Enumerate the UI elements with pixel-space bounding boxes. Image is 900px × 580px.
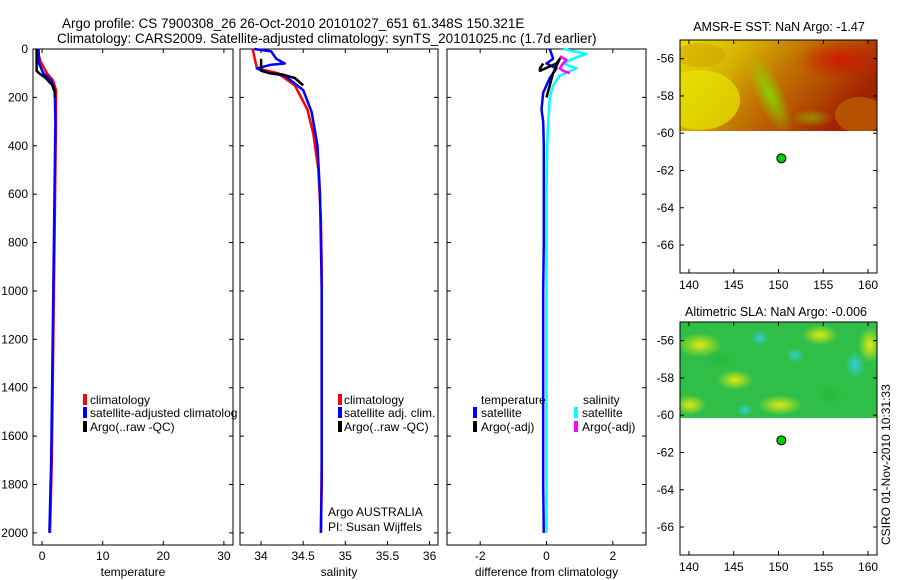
legend-swatch-satellite-adj [338,407,342,418]
x-tick-label: 0 [39,549,46,563]
series-line-argo-raw-qc [35,49,57,98]
x-tick-label: 30 [217,549,231,563]
x-axis-label: difference from climatology [475,565,618,579]
y-tick-label: -56 [657,52,675,66]
series-line-satellite-adjusted-climatology [37,48,57,533]
x-axis-label: temperature [101,565,166,579]
legend-label-climatology: climatology [90,393,150,407]
sst-map: AMSR-E SST: NaN Argo: -1.47 -56 -58 -60 -62… [657,20,879,292]
legend-swatch-sal-satellite [574,407,578,418]
x-tick-label: 0 [543,549,550,563]
x-tick-label: 155 [813,560,833,574]
x-tick-label: 35.5 [376,549,400,563]
difference-profile-chart: -2 0 2 difference from climatology [446,47,647,579]
y-tick-label: -62 [657,163,675,177]
legend-swatch-temp-argo [473,421,477,432]
sst-heatmap-field [680,40,877,131]
legend-title-temperature: temperature [481,393,546,407]
series-line-argo-raw-qc [259,58,305,87]
x-axis-label: salinity [321,565,358,579]
y-tick-label: 400 [8,139,28,153]
argo-float-marker [776,435,787,446]
y-tick-label: -60 [657,408,675,422]
csiro-watermark: CSIRO 01-Nov-2010 10:31:33 [879,384,893,545]
figure-title-line2: Climatology: CARS2009. Satellite-adjuste… [57,31,597,46]
x-tick-label: 35 [339,549,353,563]
legend-title-salinity: salinity [583,393,620,407]
legend-label-satellite-adjusted: satellite-adjusted climatolog [90,406,237,420]
y-tick-label: 1000 [1,284,28,298]
series-line-satellite-adj-clim [254,47,323,533]
y-tick-label: 1600 [1,429,28,443]
y-tick-label: -62 [657,445,675,459]
x-tick-label: 160 [858,560,878,574]
difference-legend: temperature satellite Argo(-adj) salinit… [473,393,635,434]
legend-swatch-satellite-adjusted [83,407,87,418]
sla-map: Altimetric SLA: NaN Argo: -0.006 -56 -58 -… [657,305,879,574]
x-tick-label: 34 [254,549,268,563]
x-tick-label: 145 [724,278,744,292]
temperature-legend: climatology satellite-adjusted climatolo… [83,393,237,434]
y-tick-label: -64 [657,201,675,215]
series-line-salinity-satellite [545,47,588,533]
x-tick-label: -2 [475,549,486,563]
y-tick-label: -60 [657,126,675,140]
salinity-profile-chart: 34 34.5 35 35.5 36 salinity [239,47,439,579]
x-tick-label: 34.5 [292,549,316,563]
x-tick-label: 150 [768,560,788,574]
y-tick-label: -58 [657,371,675,385]
x-tick-label: 160 [858,278,878,292]
series-line-salinity-argo-adj [558,55,571,75]
legend-label-temp-argo: Argo(-adj) [481,420,534,434]
legend-label-argo: Argo(..raw -QC) [90,420,175,434]
y-tick-label: 1800 [1,478,28,492]
y-tick-label: 200 [8,90,28,104]
y-tick-label: 1400 [1,381,28,395]
legend-label-climatology: climatology [344,393,404,407]
legend-swatch-climatology [338,394,342,405]
sla-heatmap-field [680,322,877,418]
plot-frame [239,48,439,546]
x-tick-label: 20 [157,549,171,563]
plot-frame [32,48,234,546]
y-tick-label: -64 [657,483,675,497]
legend-label-sal-satellite: satellite [582,406,623,420]
x-tick-label: 10 [96,549,110,563]
x-tick-label: 155 [813,278,833,292]
legend-label-sal-argo: Argo(-adj) [582,420,635,434]
figure-title-line1: Argo profile: CS 7900308_26 26-Oct-2010 … [62,16,524,31]
y-tick-label: -58 [657,89,675,103]
legend-swatch-argo [83,421,87,432]
y-tick-label: 2000 [1,526,28,540]
argo-float-marker [776,153,787,164]
legend-swatch-climatology [83,394,87,405]
legend-label-satellite-adj: satellite adj. clim. [344,406,435,420]
y-tick-label: 0 [21,42,28,56]
legend-swatch-temp-satellite [473,407,477,418]
temperature-profile-chart: 0 200 400 600 800 1000 1200 1400 1600 1800 2000 0 10… [1,42,234,579]
y-tick-label: -66 [657,238,675,252]
annotation-pi: PI: Susan Wijffels [328,520,422,534]
salinity-legend: climatology satellite adj. clim. Argo(..… [328,393,435,534]
legend-label-argo: Argo(..raw -QC) [344,420,429,434]
legend-swatch-sal-argo [574,421,578,432]
annotation-argo-australia: Argo AUSTRALIA [328,505,423,519]
legend-label-temp-satellite: satellite [481,406,522,420]
sla-map-title: Altimetric SLA: NaN Argo: -0.006 [685,305,867,319]
sst-map-title: AMSR-E SST: NaN Argo: -1.47 [693,20,865,34]
y-tick-label: 1200 [1,332,28,346]
legend-swatch-argo [338,421,342,432]
x-tick-label: 2 [609,549,616,563]
x-tick-label: 140 [679,278,699,292]
y-tick-label: -66 [657,520,675,534]
series-line-temperature-argo-adj [538,57,562,98]
x-tick-label: 150 [768,278,788,292]
y-tick-label: -56 [657,334,675,348]
x-tick-label: 36 [423,549,437,563]
y-tick-label: 800 [8,236,28,250]
y-tick-label: 600 [8,187,28,201]
x-tick-label: 145 [724,560,744,574]
x-tick-label: 140 [679,560,699,574]
